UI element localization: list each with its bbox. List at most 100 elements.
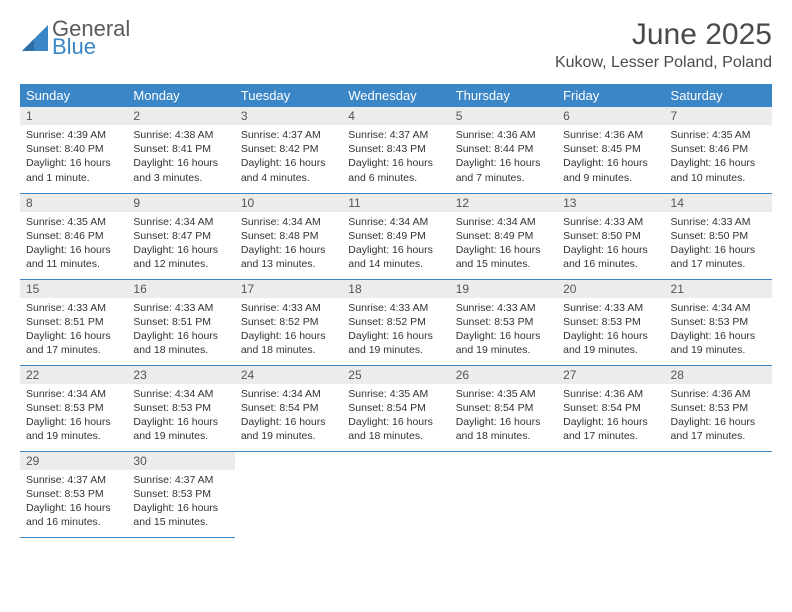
title-block: June 2025 Kukow, Lesser Poland, Poland bbox=[555, 18, 772, 72]
day-details: Sunrise: 4:37 AMSunset: 8:42 PMDaylight:… bbox=[235, 125, 342, 189]
location: Kukow, Lesser Poland, Poland bbox=[555, 54, 772, 72]
day-details: Sunrise: 4:33 AMSunset: 8:50 PMDaylight:… bbox=[557, 212, 664, 276]
sunset-line: Sunset: 8:54 PM bbox=[563, 401, 658, 415]
daylight-line: Daylight: 16 hours and 19 minutes. bbox=[348, 329, 443, 357]
day-details: Sunrise: 4:34 AMSunset: 8:49 PMDaylight:… bbox=[342, 212, 449, 276]
daylight-line: Daylight: 16 hours and 18 minutes. bbox=[456, 415, 551, 443]
day-number: 18 bbox=[342, 280, 449, 298]
daylight-line: Daylight: 16 hours and 19 minutes. bbox=[456, 329, 551, 357]
daylight-line: Daylight: 16 hours and 15 minutes. bbox=[456, 243, 551, 271]
calendar-cell bbox=[342, 451, 449, 537]
daylight-line: Daylight: 16 hours and 19 minutes. bbox=[133, 415, 228, 443]
day-details: Sunrise: 4:37 AMSunset: 8:53 PMDaylight:… bbox=[20, 470, 127, 534]
sunrise-line: Sunrise: 4:36 AM bbox=[563, 128, 658, 142]
day-details: Sunrise: 4:36 AMSunset: 8:45 PMDaylight:… bbox=[557, 125, 664, 189]
day-details: Sunrise: 4:33 AMSunset: 8:53 PMDaylight:… bbox=[450, 298, 557, 362]
day-number: 12 bbox=[450, 194, 557, 212]
day-number: 3 bbox=[235, 107, 342, 125]
sunset-line: Sunset: 8:53 PM bbox=[671, 315, 766, 329]
daylight-line: Daylight: 16 hours and 19 minutes. bbox=[563, 329, 658, 357]
day-details: Sunrise: 4:36 AMSunset: 8:54 PMDaylight:… bbox=[557, 384, 664, 448]
calendar-cell: 5Sunrise: 4:36 AMSunset: 8:44 PMDaylight… bbox=[450, 107, 557, 193]
header: General Blue June 2025 Kukow, Lesser Pol… bbox=[20, 18, 772, 72]
sunrise-line: Sunrise: 4:35 AM bbox=[348, 387, 443, 401]
weekday-header: Saturday bbox=[665, 84, 772, 107]
weekday-header: Tuesday bbox=[235, 84, 342, 107]
daylight-line: Daylight: 16 hours and 14 minutes. bbox=[348, 243, 443, 271]
weekday-header: Monday bbox=[127, 84, 234, 107]
day-details: Sunrise: 4:34 AMSunset: 8:48 PMDaylight:… bbox=[235, 212, 342, 276]
calendar-cell: 10Sunrise: 4:34 AMSunset: 8:48 PMDayligh… bbox=[235, 193, 342, 279]
calendar-cell: 13Sunrise: 4:33 AMSunset: 8:50 PMDayligh… bbox=[557, 193, 664, 279]
sunset-line: Sunset: 8:53 PM bbox=[456, 315, 551, 329]
day-number: 19 bbox=[450, 280, 557, 298]
sunset-line: Sunset: 8:43 PM bbox=[348, 142, 443, 156]
sunrise-line: Sunrise: 4:36 AM bbox=[671, 387, 766, 401]
sunrise-line: Sunrise: 4:36 AM bbox=[563, 387, 658, 401]
sunrise-line: Sunrise: 4:34 AM bbox=[133, 387, 228, 401]
day-details: Sunrise: 4:35 AMSunset: 8:46 PMDaylight:… bbox=[665, 125, 772, 189]
daylight-line: Daylight: 16 hours and 1 minute. bbox=[26, 156, 121, 184]
day-details: Sunrise: 4:38 AMSunset: 8:41 PMDaylight:… bbox=[127, 125, 234, 189]
day-details: Sunrise: 4:35 AMSunset: 8:54 PMDaylight:… bbox=[342, 384, 449, 448]
sunrise-line: Sunrise: 4:34 AM bbox=[133, 215, 228, 229]
daylight-line: Daylight: 16 hours and 10 minutes. bbox=[671, 156, 766, 184]
daylight-line: Daylight: 16 hours and 17 minutes. bbox=[671, 243, 766, 271]
daylight-line: Daylight: 16 hours and 19 minutes. bbox=[671, 329, 766, 357]
day-details: Sunrise: 4:34 AMSunset: 8:53 PMDaylight:… bbox=[20, 384, 127, 448]
sunset-line: Sunset: 8:47 PM bbox=[133, 229, 228, 243]
calendar-cell bbox=[450, 451, 557, 537]
day-number: 2 bbox=[127, 107, 234, 125]
calendar-body: 1Sunrise: 4:39 AMSunset: 8:40 PMDaylight… bbox=[20, 107, 772, 537]
sunrise-line: Sunrise: 4:33 AM bbox=[241, 301, 336, 315]
calendar-cell: 7Sunrise: 4:35 AMSunset: 8:46 PMDaylight… bbox=[665, 107, 772, 193]
day-number: 16 bbox=[127, 280, 234, 298]
calendar-cell bbox=[557, 451, 664, 537]
calendar-cell: 2Sunrise: 4:38 AMSunset: 8:41 PMDaylight… bbox=[127, 107, 234, 193]
day-number: 6 bbox=[557, 107, 664, 125]
weekday-header: Friday bbox=[557, 84, 664, 107]
sunset-line: Sunset: 8:50 PM bbox=[563, 229, 658, 243]
day-number: 22 bbox=[20, 366, 127, 384]
daylight-line: Daylight: 16 hours and 4 minutes. bbox=[241, 156, 336, 184]
day-details: Sunrise: 4:35 AMSunset: 8:54 PMDaylight:… bbox=[450, 384, 557, 448]
calendar-cell: 12Sunrise: 4:34 AMSunset: 8:49 PMDayligh… bbox=[450, 193, 557, 279]
sunset-line: Sunset: 8:46 PM bbox=[26, 229, 121, 243]
calendar-table: Sunday Monday Tuesday Wednesday Thursday… bbox=[20, 84, 772, 538]
sunset-line: Sunset: 8:41 PM bbox=[133, 142, 228, 156]
sunset-line: Sunset: 8:49 PM bbox=[348, 229, 443, 243]
sunrise-line: Sunrise: 4:34 AM bbox=[348, 215, 443, 229]
sunset-line: Sunset: 8:52 PM bbox=[241, 315, 336, 329]
daylight-line: Daylight: 16 hours and 11 minutes. bbox=[26, 243, 121, 271]
calendar-cell: 23Sunrise: 4:34 AMSunset: 8:53 PMDayligh… bbox=[127, 365, 234, 451]
sunrise-line: Sunrise: 4:33 AM bbox=[563, 215, 658, 229]
day-details: Sunrise: 4:36 AMSunset: 8:44 PMDaylight:… bbox=[450, 125, 557, 189]
day-details: Sunrise: 4:34 AMSunset: 8:54 PMDaylight:… bbox=[235, 384, 342, 448]
calendar-cell bbox=[665, 451, 772, 537]
sunrise-line: Sunrise: 4:33 AM bbox=[133, 301, 228, 315]
calendar-cell: 21Sunrise: 4:34 AMSunset: 8:53 PMDayligh… bbox=[665, 279, 772, 365]
daylight-line: Daylight: 16 hours and 17 minutes. bbox=[563, 415, 658, 443]
calendar-cell: 9Sunrise: 4:34 AMSunset: 8:47 PMDaylight… bbox=[127, 193, 234, 279]
sunset-line: Sunset: 8:54 PM bbox=[348, 401, 443, 415]
calendar-cell: 4Sunrise: 4:37 AMSunset: 8:43 PMDaylight… bbox=[342, 107, 449, 193]
calendar-cell: 1Sunrise: 4:39 AMSunset: 8:40 PMDaylight… bbox=[20, 107, 127, 193]
month-title: June 2025 bbox=[555, 18, 772, 52]
calendar-cell bbox=[235, 451, 342, 537]
sunset-line: Sunset: 8:42 PM bbox=[241, 142, 336, 156]
day-number: 15 bbox=[20, 280, 127, 298]
sunrise-line: Sunrise: 4:34 AM bbox=[26, 387, 121, 401]
sunrise-line: Sunrise: 4:38 AM bbox=[133, 128, 228, 142]
sunset-line: Sunset: 8:53 PM bbox=[563, 315, 658, 329]
daylight-line: Daylight: 16 hours and 3 minutes. bbox=[133, 156, 228, 184]
calendar-cell: 24Sunrise: 4:34 AMSunset: 8:54 PMDayligh… bbox=[235, 365, 342, 451]
calendar-cell: 11Sunrise: 4:34 AMSunset: 8:49 PMDayligh… bbox=[342, 193, 449, 279]
sunset-line: Sunset: 8:51 PM bbox=[26, 315, 121, 329]
sunrise-line: Sunrise: 4:33 AM bbox=[348, 301, 443, 315]
sunrise-line: Sunrise: 4:33 AM bbox=[671, 215, 766, 229]
day-number: 24 bbox=[235, 366, 342, 384]
sunrise-line: Sunrise: 4:35 AM bbox=[456, 387, 551, 401]
daylight-line: Daylight: 16 hours and 12 minutes. bbox=[133, 243, 228, 271]
calendar-cell: 18Sunrise: 4:33 AMSunset: 8:52 PMDayligh… bbox=[342, 279, 449, 365]
sunset-line: Sunset: 8:48 PM bbox=[241, 229, 336, 243]
